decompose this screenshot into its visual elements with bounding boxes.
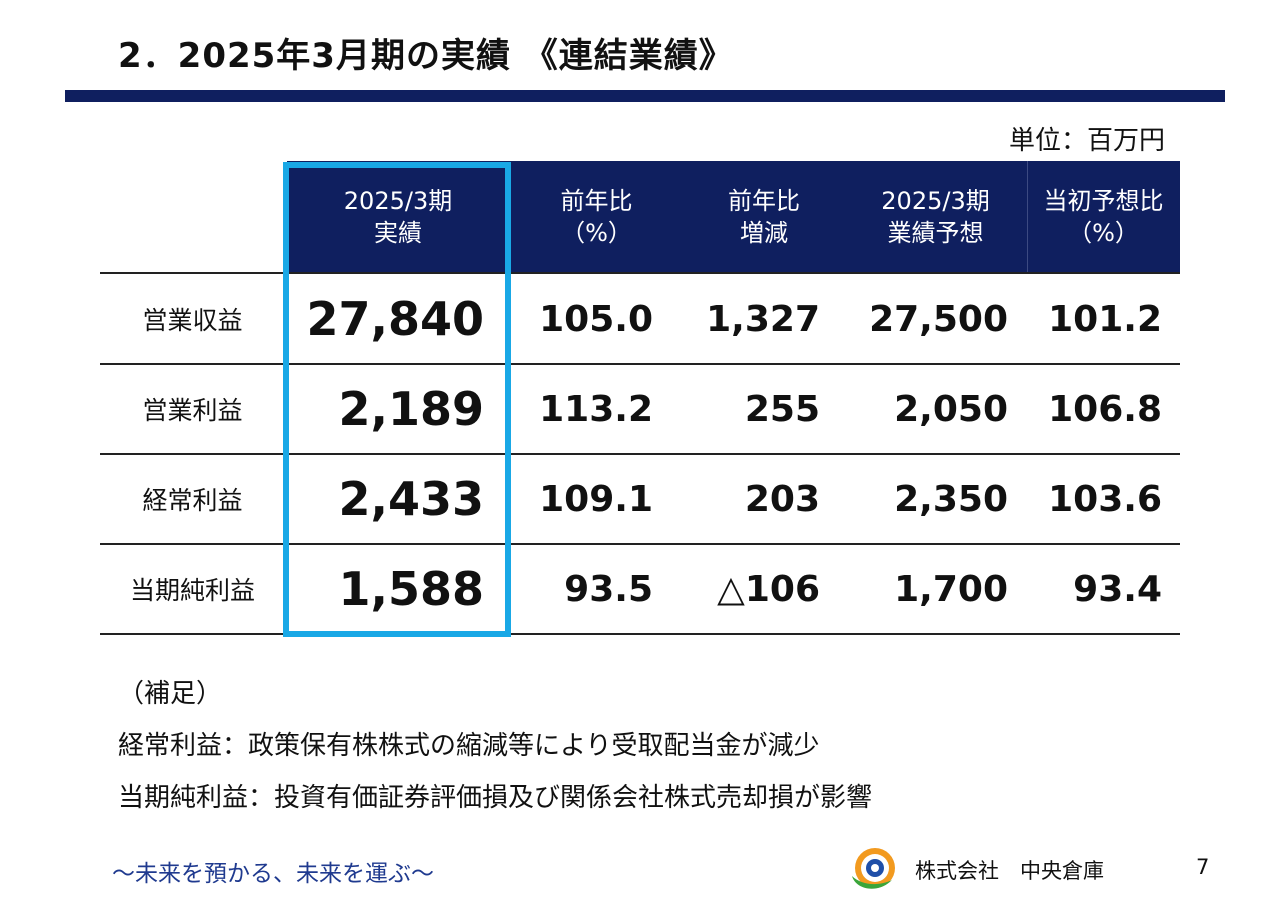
row-divider — [100, 272, 1180, 274]
table-header-row: 2025/3期 実績 前年比 （%） 前年比 増減 2025/3期 業績予想 当… — [100, 161, 1180, 272]
yoy-pct-value: 113.2 — [539, 388, 653, 430]
actual-value: 2,189 — [338, 382, 484, 436]
table-row: 当期純利益 1,588 93.5 △106 1,700 93.4 — [100, 544, 1180, 634]
vs-forecast-value: 106.8 — [1048, 388, 1162, 430]
actual-value: 27,840 — [306, 292, 484, 346]
header-forecast: 2025/3期 業績予想 — [844, 161, 1027, 272]
header-separator — [1027, 161, 1028, 272]
forecast-value: 27,500 — [869, 298, 1008, 340]
yoy-pct-value: 109.1 — [539, 478, 653, 520]
row-divider — [100, 633, 1180, 635]
yoy-diff-value: 1,327 — [706, 298, 820, 340]
note-line: 当期純利益：投資有価証券評価損及び関係会社株式売却損が影響 — [118, 783, 873, 813]
actual-value: 2,433 — [338, 472, 484, 526]
note-line: 経常利益：政策保有株株式の縮減等により受取配当金が減少 — [118, 731, 820, 761]
header-actual: 2025/3期 実績 — [287, 161, 509, 272]
yoy-diff-value: 203 — [744, 478, 820, 520]
yoy-pct-value: 93.5 — [564, 568, 653, 610]
table-row: 経常利益 2,433 109.1 203 2,350 103.6 — [100, 454, 1180, 544]
row-label: 営業利益 — [142, 396, 243, 425]
company-name: 株式会社 中央倉庫 — [915, 859, 1104, 883]
unit-label: 単位：百万円 — [1008, 126, 1165, 156]
table-row: 営業収益 27,840 105.0 1,327 27,500 101.2 — [100, 274, 1180, 364]
supplementary-notes: （補足） 経常利益：政策保有株株式の縮減等により受取配当金が減少 当期純利益：投… — [118, 668, 872, 824]
row-divider — [100, 363, 1180, 365]
page-number: 7 — [1196, 855, 1210, 879]
page-title: 2．2025年3月期の実績 《連結業績》 — [118, 36, 734, 76]
header-yoy-diff: 前年比 増減 — [684, 161, 844, 272]
vs-forecast-value: 103.6 — [1048, 478, 1162, 520]
table-row: 営業利益 2,189 113.2 255 2,050 106.8 — [100, 364, 1180, 454]
company-logo-icon — [852, 848, 895, 889]
vs-forecast-value: 93.4 — [1073, 568, 1162, 610]
header-vs-forecast: 当初予想比 （%） — [1027, 161, 1180, 272]
row-divider — [100, 453, 1180, 455]
yoy-diff-value: 255 — [744, 388, 820, 430]
actual-column-highlight — [283, 162, 511, 637]
row-label: 当期純利益 — [129, 576, 255, 605]
notes-heading: （補足） — [118, 679, 223, 709]
row-label: 経常利益 — [142, 486, 243, 515]
actual-value: 1,588 — [338, 562, 484, 616]
vs-forecast-value: 101.2 — [1048, 298, 1162, 340]
forecast-value: 2,350 — [894, 478, 1008, 520]
row-label: 営業収益 — [142, 306, 243, 335]
yoy-pct-value: 105.0 — [539, 298, 653, 340]
forecast-value: 1,700 — [894, 568, 1008, 610]
row-divider — [100, 543, 1180, 545]
footer-slogan: ～未来を預かる、未来を運ぶ～ — [112, 861, 434, 887]
header-yoy-pct: 前年比 （%） — [509, 161, 684, 272]
yoy-diff-value: △106 — [717, 568, 820, 610]
title-underline-bar — [65, 90, 1225, 102]
forecast-value: 2,050 — [894, 388, 1008, 430]
